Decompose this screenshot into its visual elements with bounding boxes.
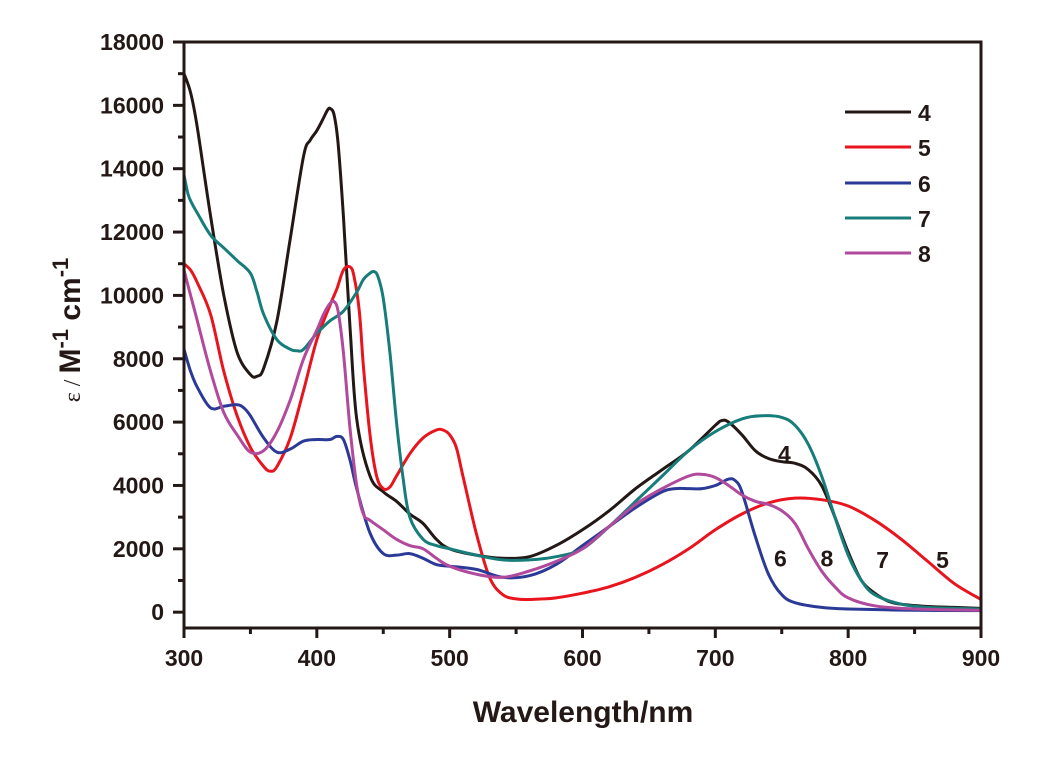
legend-label: 7 <box>918 206 931 232</box>
x-tick-label: 700 <box>696 645 734 671</box>
x-tick-label: 300 <box>165 645 203 671</box>
x-tick-label: 500 <box>430 645 468 671</box>
series-line-4 <box>182 72 983 610</box>
curve-label-8: 8 <box>821 545 834 571</box>
plot-frame <box>182 40 983 630</box>
legend-item-7: 7 <box>845 206 931 232</box>
curve-label-6: 6 <box>774 545 787 571</box>
legend-label: 6 <box>918 171 931 197</box>
y-tick-label: 16000 <box>100 92 164 118</box>
y-tick-label: 2000 <box>113 536 164 562</box>
x-tick-label: 400 <box>298 645 336 671</box>
y-axis-title-cm: cm <box>54 277 87 329</box>
y-tick-label: 8000 <box>113 346 164 372</box>
legend: 4 5 6 7 8 <box>845 100 931 267</box>
y-axis-title-sup1: -1 <box>48 329 73 349</box>
curve-label-5: 5 <box>936 547 949 573</box>
axis-tick-labels: 300 400 500 600 700 800 900 0 2000 4000 6000 8000 10… <box>100 29 1000 671</box>
x-tick-label: 900 <box>962 645 1000 671</box>
svg-text:ε / M-1 cm-1: ε / M-1 cm-1 <box>48 258 87 403</box>
legend-label: 8 <box>918 241 931 267</box>
legend-item-5: 5 <box>845 135 931 161</box>
series-line-5 <box>182 262 983 602</box>
legend-label: 4 <box>918 100 931 126</box>
series-layer <box>182 72 983 613</box>
y-tick-label: 0 <box>151 599 164 625</box>
series-line-7 <box>182 173 983 611</box>
legend-item-8: 8 <box>845 241 931 267</box>
legend-label: 5 <box>918 135 931 161</box>
curve-annotations: 4 6 8 7 5 <box>774 441 949 573</box>
y-tick-label: 10000 <box>100 282 164 308</box>
y-axis-title: ε / M-1 cm-1 <box>48 258 87 403</box>
x-tick-label: 800 <box>829 645 867 671</box>
y-tick-label: 12000 <box>100 219 164 245</box>
y-tick-label: 14000 <box>100 156 164 182</box>
y-tick-label: 6000 <box>113 409 164 435</box>
y-tick-label: 4000 <box>113 472 164 498</box>
y-axis-title-m: M <box>54 349 87 374</box>
y-axis-title-epsilon: ε / <box>60 374 86 403</box>
legend-item-4: 4 <box>845 100 931 126</box>
series-line-6 <box>182 347 983 613</box>
curve-label-4: 4 <box>778 441 791 467</box>
x-tick-label: 600 <box>563 645 601 671</box>
x-axis-title: Wavelength/nm <box>473 696 694 729</box>
legend-item-6: 6 <box>845 171 931 197</box>
y-axis-title-sup2: -1 <box>48 258 73 278</box>
curve-label-7: 7 <box>876 547 889 573</box>
y-tick-label: 18000 <box>100 29 164 55</box>
series-line-8 <box>182 268 983 612</box>
